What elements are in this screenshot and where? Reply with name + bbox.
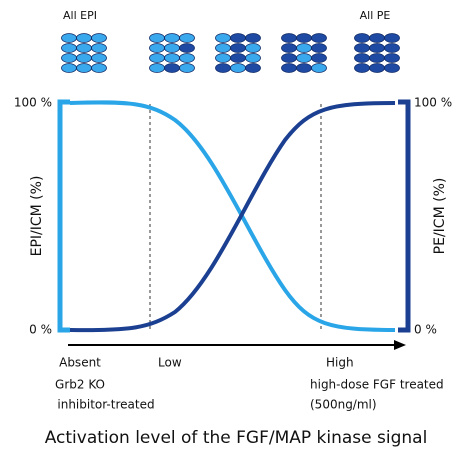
cell — [179, 33, 195, 43]
cell — [369, 63, 385, 73]
cell — [354, 33, 370, 43]
absent-label: Absent — [59, 356, 101, 370]
cell — [245, 53, 261, 63]
left-bottom-label: 0 % — [29, 323, 52, 337]
cell — [61, 33, 77, 43]
condition-right-2: (500ng/ml) — [310, 398, 377, 412]
x-axis-arrow — [394, 340, 406, 350]
cell — [281, 43, 297, 53]
cell — [384, 63, 400, 73]
left-bracket — [57, 99, 70, 333]
cell — [61, 43, 77, 53]
cell — [215, 63, 231, 73]
cell — [281, 53, 297, 63]
cell — [281, 33, 297, 43]
low-label: Low — [158, 356, 182, 370]
cell — [76, 43, 92, 53]
cell — [384, 53, 400, 63]
cell — [179, 63, 195, 73]
cell — [230, 53, 246, 63]
cell — [91, 53, 107, 63]
cell — [149, 43, 165, 53]
cell-groups — [61, 33, 400, 73]
cell — [164, 53, 180, 63]
cell — [76, 53, 92, 63]
cell — [296, 63, 312, 73]
condition-left-2: inhibitor-treated — [57, 398, 154, 412]
cell — [354, 53, 370, 63]
cell — [91, 63, 107, 73]
cell — [215, 43, 231, 53]
cell — [164, 33, 180, 43]
cell — [311, 53, 327, 63]
cell — [245, 63, 261, 73]
condition-left-1: Grb2 KO — [55, 378, 105, 392]
cell — [149, 33, 165, 43]
cell — [76, 33, 92, 43]
cell — [384, 43, 400, 53]
right-bottom-label: 0 % — [414, 323, 437, 337]
cell — [311, 43, 327, 53]
cell — [61, 53, 77, 63]
title: Activation level of the FGF/MAP kinase s… — [45, 428, 428, 448]
cell — [311, 33, 327, 43]
cell — [369, 33, 385, 43]
cell — [245, 33, 261, 43]
cell — [164, 63, 180, 73]
condition-right-1: high-dose FGF treated — [310, 378, 444, 392]
cell — [179, 43, 195, 53]
epi-curve — [69, 100, 396, 332]
cell — [164, 43, 180, 53]
cell — [61, 63, 77, 73]
cell — [215, 33, 231, 43]
pe-curve — [69, 101, 396, 333]
cell — [281, 63, 297, 73]
cell — [230, 43, 246, 53]
right-bracket — [398, 99, 411, 333]
left-axis-title: EPI/ICM (%) — [29, 176, 45, 257]
cell — [149, 53, 165, 63]
cell — [296, 33, 312, 43]
all-epi-label: All EPI — [63, 9, 97, 22]
cell — [369, 43, 385, 53]
right-top-label: 100 % — [414, 96, 452, 110]
left-top-label: 100 % — [14, 96, 52, 110]
cell — [245, 43, 261, 53]
right-axis-title: PE/ICM (%) — [432, 178, 448, 255]
cell — [369, 53, 385, 63]
cell — [76, 63, 92, 73]
cell — [296, 53, 312, 63]
cell — [149, 63, 165, 73]
cell — [215, 53, 231, 63]
cell — [230, 33, 246, 43]
cell — [384, 33, 400, 43]
cell — [91, 33, 107, 43]
cell — [91, 43, 107, 53]
cell — [179, 53, 195, 63]
cell — [230, 63, 246, 73]
all-pe-label: All PE — [360, 9, 391, 22]
cell — [354, 63, 370, 73]
cell — [296, 43, 312, 53]
cell — [311, 63, 327, 73]
high-label: High — [326, 356, 354, 370]
cell — [354, 43, 370, 53]
